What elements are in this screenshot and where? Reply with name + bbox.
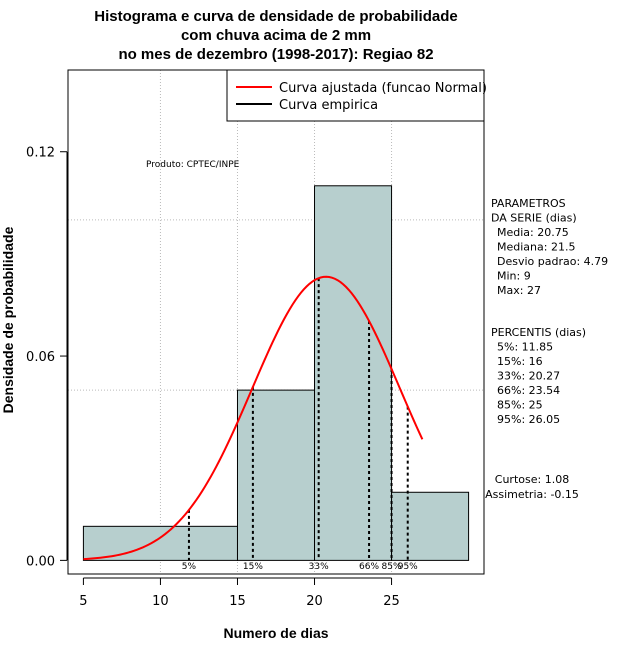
percentile-label: 5% (182, 562, 197, 572)
histogram-bar (391, 491, 470, 561)
statistics-line: Max: 27 (497, 284, 541, 297)
x-axis-title: Numero de dias (223, 625, 328, 641)
statistics-line: 95%: 26.05 (497, 413, 560, 426)
histogram-bar (314, 185, 393, 561)
legend-label: Curva empirica (279, 98, 378, 113)
statistics-line: PARAMETROS (491, 197, 566, 210)
statistics-line: Curtose: 1.08 (495, 473, 569, 486)
statistics-line: 33%: 20.27 (497, 370, 560, 383)
title-line: no mes de dezembro (1998-2017): Regiao 8… (118, 46, 433, 63)
statistics-line: 5%: 11.85 (497, 341, 553, 354)
y-axis-title: Densidade de probabilidade (0, 226, 16, 413)
axes: 5 10 15 20 25 0.00 0.06 0.12 Numero de dias Densi… (0, 146, 400, 641)
statistics-line: Media: 20.75 (497, 226, 569, 239)
statistics-line: 15%: 16 (497, 355, 543, 368)
title-line: com chuva acima de 2 mm (181, 27, 371, 44)
normal-curve (83, 275, 424, 561)
percentile-label: 66% (359, 562, 379, 572)
percentile-label: 33% (309, 562, 329, 572)
y-tick-label: 0.12 (26, 146, 55, 161)
legend: Curva ajustada (funcao Normal) Curva empi… (226, 69, 487, 122)
histogram-bars (82, 185, 470, 561)
statistics-line: 85%: 25 (497, 399, 543, 412)
statistics-line: 66%: 23.54 (497, 384, 560, 397)
y-tick-label: 0.00 (26, 554, 55, 569)
percentile-label: 95% (398, 562, 418, 572)
legend-label: Curva ajustada (funcao Normal) (279, 81, 487, 96)
statistics-line: Mediana: 21.5 (497, 241, 575, 254)
x-tick-label: 5 (79, 594, 87, 609)
legend-box (226, 69, 485, 122)
histogram-bar (82, 525, 238, 561)
statistics-line: Min: 9 (497, 270, 531, 283)
statistics-line: Desvio padrao: 4.79 (497, 255, 608, 268)
statistics-line: PERCENTIS (dias) (491, 326, 586, 339)
x-tick-label: 10 (152, 594, 169, 609)
histogram-bar (236, 389, 316, 561)
percentile-label: 85% (382, 562, 402, 572)
chart-title: Histograma e curva de densidade de proba… (94, 8, 457, 63)
credit-text: Produto: CPTEC/INPE (146, 160, 240, 170)
x-tick-label: 25 (383, 594, 400, 609)
statistics-line: Assimetria: -0.15 (485, 488, 579, 501)
x-tick-label: 20 (306, 594, 323, 609)
statistics-panel: PARAMETROS DA SERIE (dias)Media: 20.75 Med… (485, 197, 608, 501)
title-line: Histograma e curva de densidade de proba… (94, 8, 457, 25)
statistics-line: DA SERIE (dias) (491, 212, 577, 225)
percentile-markers: 5% 15% 33% 66% 85%95% (182, 278, 418, 572)
percentile-label: 15% (243, 562, 263, 572)
y-tick-label: 0.06 (26, 350, 55, 365)
normal-curve-line (83, 275, 424, 561)
x-tick-label: 15 (229, 594, 246, 609)
